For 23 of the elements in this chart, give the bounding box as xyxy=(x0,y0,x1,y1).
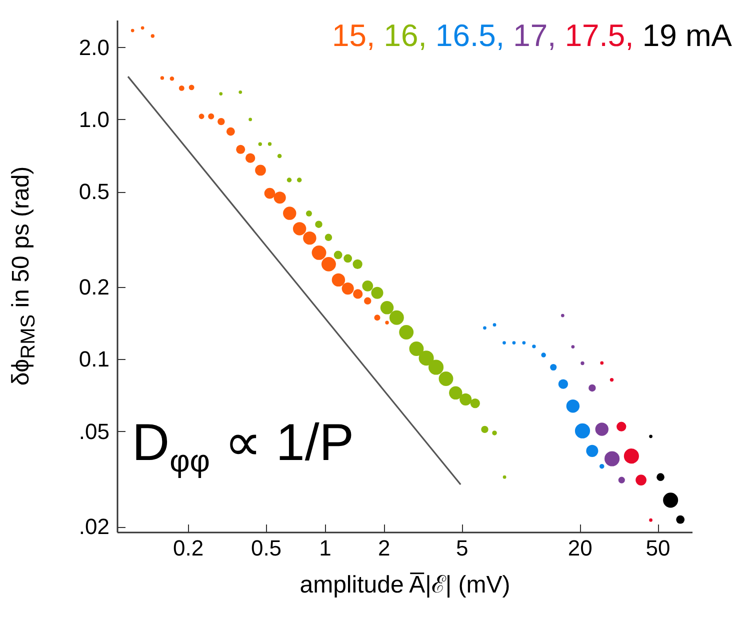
y-tick-label: 1.0 xyxy=(78,106,110,132)
x-tick-label: 0.2 xyxy=(173,536,204,560)
y-tick-label: .05 xyxy=(78,418,110,444)
x-tick-label: 2 xyxy=(378,536,390,560)
x-tick-label: 50 xyxy=(646,536,670,560)
y-tick-label: 0.5 xyxy=(78,179,110,204)
x-tick-label: 20 xyxy=(568,536,592,560)
x-tick-label: 0.5 xyxy=(250,536,282,560)
text: 19 xyxy=(642,18,677,53)
y-tick-label: 0.2 xyxy=(78,274,110,300)
text: 16.5, xyxy=(436,18,504,53)
annotation: D$_{φφ}$ ∝ 1/P xyxy=(132,413,354,480)
x-tick-label: 1 xyxy=(319,536,332,560)
y-tick-label: .02 xyxy=(78,514,110,540)
x-axis-title: amplitude A̅|ℰ| (mV) xyxy=(300,572,510,598)
text: 17.5, xyxy=(564,18,634,53)
text: 16, xyxy=(384,18,427,53)
x-tick-label: 5 xyxy=(456,536,468,560)
y-tick-label: 2.0 xyxy=(78,34,110,60)
y-tick-label: 0.1 xyxy=(78,346,110,372)
text: 17, xyxy=(513,18,556,53)
legend-title: mA xyxy=(685,18,732,53)
text: 15, xyxy=(332,18,376,53)
